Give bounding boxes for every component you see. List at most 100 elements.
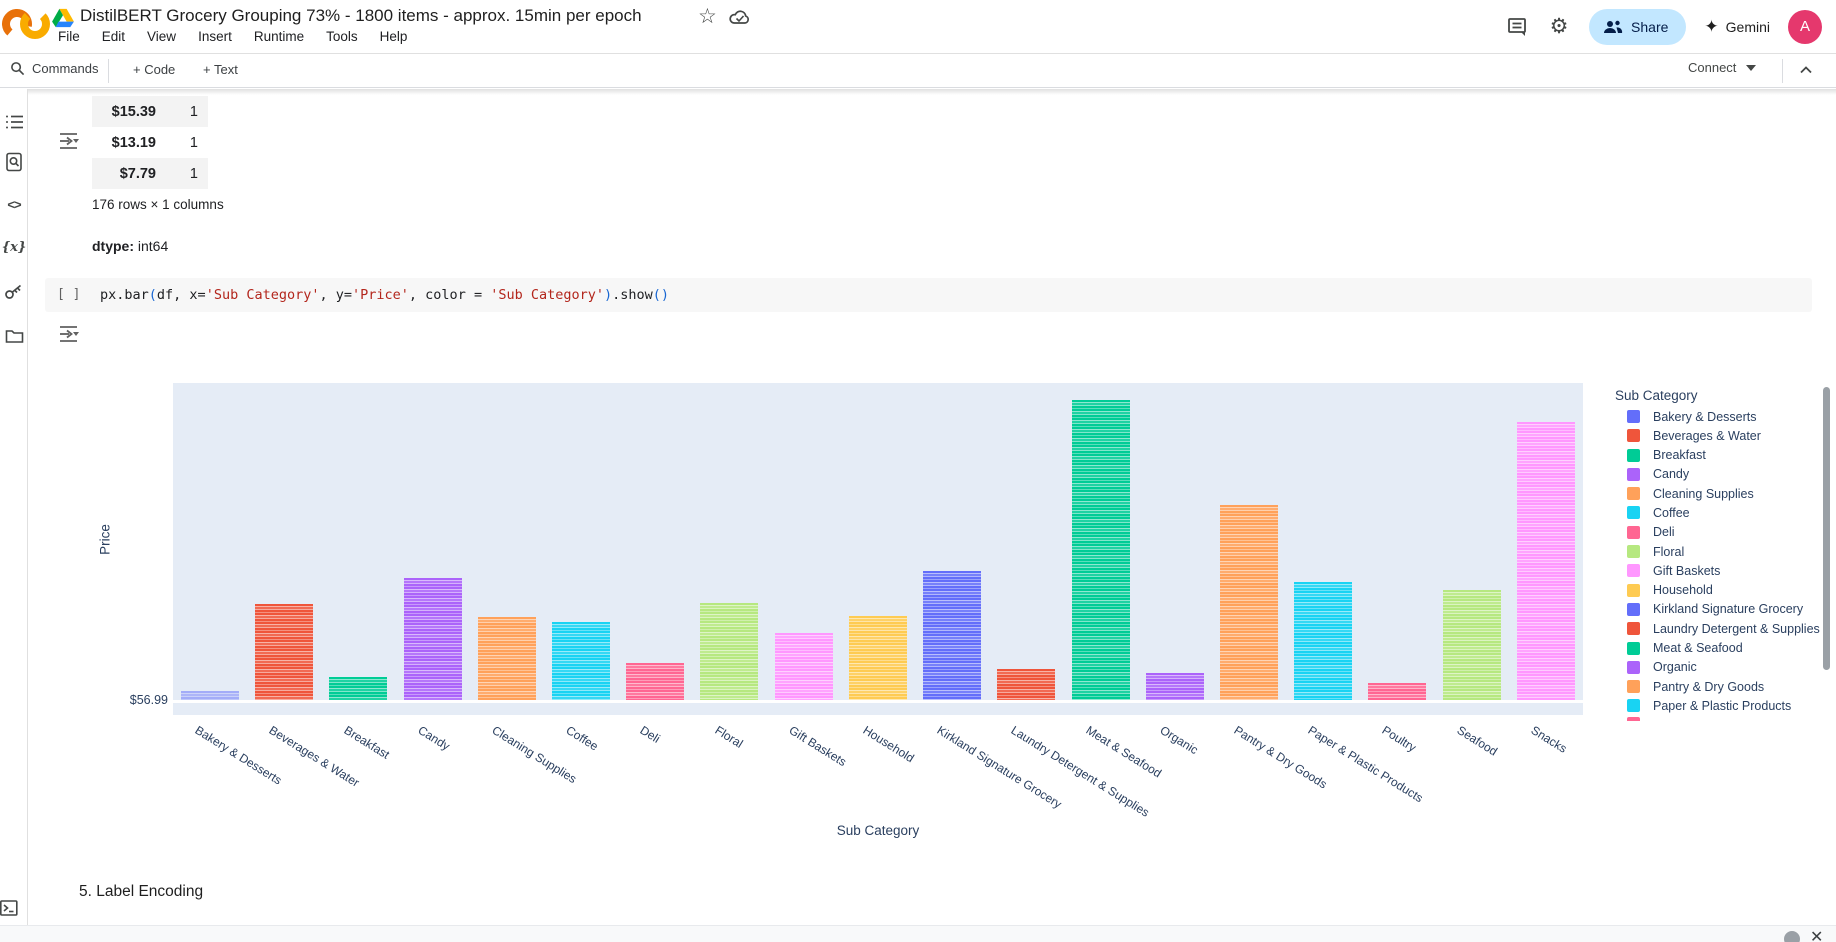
table-of-contents-icon[interactable] (2, 111, 26, 133)
run-cell-placeholder[interactable]: [ ] (57, 287, 80, 302)
star-icon[interactable]: ☆ (698, 4, 717, 29)
close-icon[interactable]: ✕ (1810, 927, 1823, 942)
bar-pantry-dry-goods[interactable] (1220, 505, 1278, 700)
bar-bakery-desserts[interactable] (181, 691, 239, 700)
legend-swatch (1627, 603, 1640, 616)
legend-item-cleaning-supplies[interactable]: Cleaning Supplies (1627, 487, 1820, 500)
bar-breakfast[interactable] (329, 677, 387, 700)
legend-swatch (1627, 468, 1640, 481)
menu-edit[interactable]: Edit (102, 29, 125, 44)
gemini-button[interactable]: ✦ Gemini (1704, 17, 1770, 37)
bar-household[interactable] (849, 616, 907, 700)
legend-swatch (1627, 526, 1640, 539)
share-button[interactable]: Share (1589, 9, 1686, 45)
legend-label: Household (1653, 583, 1713, 597)
chevron-down-icon (1746, 65, 1756, 71)
table-row: $15.391 (92, 96, 208, 127)
notebook-toolbar: Commands + Code + Text Connect (0, 53, 1836, 88)
cloud-save-icon[interactable] (728, 7, 752, 27)
terminal-icon[interactable] (0, 900, 18, 917)
connect-button[interactable]: Connect (1688, 60, 1756, 75)
legend-item-coffee[interactable]: Coffee (1627, 506, 1820, 519)
bar-gift-baskets[interactable] (775, 633, 833, 700)
settings-gear-icon[interactable]: ⚙ (1547, 15, 1571, 39)
bar-cleaning-supplies[interactable] (478, 617, 536, 700)
bar-deli[interactable] (626, 663, 684, 700)
find-replace-icon[interactable] (2, 151, 26, 173)
bar-floral[interactable] (700, 603, 758, 700)
collapse-header-button[interactable] (1798, 62, 1814, 78)
legend-item-organic[interactable]: Organic (1627, 661, 1820, 674)
output-options-icon[interactable] (56, 323, 82, 345)
toolbar-divider (108, 59, 109, 83)
markdown-section-heading[interactable]: 5. Label Encoding (79, 883, 203, 901)
legend-scrollbar[interactable] (1823, 387, 1830, 670)
left-sidebar: <> {x} (0, 89, 28, 942)
code-snippets-icon[interactable]: <> (2, 193, 26, 215)
bottom-band (0, 925, 1836, 942)
legend-item-gift-baskets[interactable]: Gift Baskets (1627, 564, 1820, 577)
legend-swatch (1627, 410, 1640, 423)
menu-runtime[interactable]: Runtime (254, 29, 304, 44)
code-line[interactable]: px.bar(df, x='Sub Category', y='Price', … (100, 287, 669, 303)
row-price: $7.79 (92, 166, 160, 182)
bar-organic[interactable] (1146, 673, 1204, 700)
menu-help[interactable]: Help (380, 29, 408, 44)
legend-label: Deli (1653, 525, 1675, 539)
legend-label: Floral (1653, 545, 1684, 559)
legend-label: Beverages & Water (1653, 429, 1761, 443)
x-tick-poultry: Poultry (1380, 723, 1419, 755)
legend-swatch (1627, 680, 1640, 693)
bar-laundry-detergent-supplies[interactable] (997, 669, 1055, 700)
code-token: ) (604, 287, 612, 303)
avatar[interactable]: A (1788, 10, 1822, 44)
secrets-key-icon[interactable] (2, 281, 26, 303)
colab-logo-icon[interactable] (2, 2, 50, 46)
add-code-button[interactable]: + Code (133, 62, 175, 77)
notebook-title[interactable]: DistilBERT Grocery Grouping 73% - 1800 i… (80, 6, 642, 26)
code-token: , color = (409, 287, 490, 303)
variables-icon[interactable]: {x} (2, 236, 26, 258)
legend-swatch (1627, 506, 1640, 519)
legend-item-bakery-desserts[interactable]: Bakery & Desserts (1627, 410, 1820, 423)
bar-poultry[interactable] (1368, 683, 1426, 700)
menu-file[interactable]: File (58, 29, 80, 44)
bar-meat-seafood[interactable] (1072, 400, 1130, 700)
legend-item-laundry-detergent-supplies[interactable]: Laundry Detergent & Supplies (1627, 622, 1820, 635)
legend-item-meat-seafood[interactable]: Meat & Seafood (1627, 642, 1820, 655)
legend-item-paper-plastic-products[interactable]: Paper & Plastic Products (1627, 699, 1820, 712)
legend-swatch (1627, 449, 1640, 462)
bar-candy[interactable] (404, 578, 462, 700)
menu-view[interactable]: View (147, 29, 176, 44)
legend-item-candy[interactable]: Candy (1627, 468, 1820, 481)
dtype-line: dtype: int64 (92, 238, 168, 254)
bar-seafood[interactable] (1443, 590, 1501, 700)
legend-item-deli[interactable]: Deli (1627, 526, 1820, 539)
add-text-button[interactable]: + Text (203, 62, 238, 77)
bar-snacks[interactable] (1517, 422, 1575, 700)
code-cell[interactable]: [ ] px.bar(df, x='Sub Category', y='Pric… (45, 278, 1812, 312)
legend-item-beverages-water[interactable]: Beverages & Water (1627, 429, 1820, 442)
legend-items: Bakery & Desserts Beverages & Water Breakf… (1627, 410, 1820, 719)
bar-beverages-water[interactable] (255, 604, 313, 700)
menu-insert[interactable]: Insert (198, 29, 232, 44)
files-folder-icon[interactable] (2, 325, 26, 347)
comment-icon[interactable] (1505, 15, 1529, 39)
legend-item-kirkland-signature-grocery[interactable]: Kirkland Signature Grocery (1627, 603, 1820, 616)
toolbar-divider (1782, 59, 1783, 83)
bar-paper-plastic-products[interactable] (1294, 582, 1352, 700)
status-dot-icon[interactable] (1784, 931, 1800, 942)
plot-area[interactable] (173, 383, 1583, 715)
output-options-icon[interactable] (56, 130, 82, 152)
legend-item-floral[interactable]: Floral (1627, 545, 1820, 558)
bar-coffee[interactable] (552, 622, 610, 700)
legend-item-household[interactable]: Household (1627, 584, 1820, 597)
menu-tools[interactable]: Tools (326, 29, 358, 44)
commands-button[interactable]: Commands (10, 61, 98, 76)
code-token: 'Sub Category' (490, 287, 604, 303)
code-token: 'Sub Category' (206, 287, 320, 303)
bar-kirkland-signature-grocery[interactable] (923, 571, 981, 700)
legend-item-pantry-dry-goods[interactable]: Pantry & Dry Goods (1627, 680, 1820, 693)
legend-item-breakfast[interactable]: Breakfast (1627, 449, 1820, 462)
x-tick-seafood: Seafood (1454, 723, 1499, 759)
